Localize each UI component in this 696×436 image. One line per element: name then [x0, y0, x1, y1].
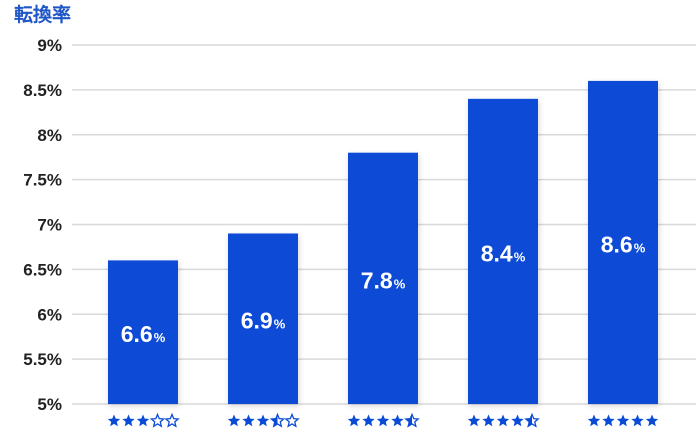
chart-title: 転換率 — [14, 3, 71, 26]
y-tick-label: 5.5% — [23, 350, 62, 369]
data-label: 6.9% — [241, 308, 286, 334]
star-empty-icon — [149, 412, 166, 428]
data-label-unit: % — [634, 240, 646, 255]
star-half-icon — [271, 414, 278, 427]
star-full-icon — [467, 414, 481, 427]
y-axis-ticks: 5% 5.5% 6% 6.5% 7% 7.5% 8% 8.5% 9% — [23, 36, 62, 414]
y-tick-label: 5% — [37, 395, 62, 414]
star-full-icon — [122, 414, 135, 427]
data-label: 6.6% — [121, 321, 166, 347]
x-category-stars — [347, 412, 420, 428]
bar — [468, 98, 538, 404]
star-full-icon — [587, 414, 601, 427]
data-label-value: 6.9 — [241, 308, 273, 334]
data-label-unit: % — [394, 276, 406, 291]
data-label-unit: % — [514, 249, 526, 264]
data-label: 8.4% — [481, 240, 526, 266]
data-label-value: 6.6 — [121, 321, 153, 347]
y-tick-label: 9% — [37, 36, 62, 55]
star-empty-icon — [284, 412, 300, 428]
star-half-icon — [405, 414, 412, 427]
star-full-icon — [242, 414, 255, 427]
star-full-icon — [511, 414, 524, 427]
x-category-stars — [587, 414, 659, 427]
data-label-unit: % — [154, 330, 166, 345]
bar — [348, 152, 418, 404]
x-category-stars — [107, 412, 180, 428]
star-half-icon — [525, 414, 532, 427]
star-full-icon — [602, 414, 615, 427]
data-label-value: 8.6 — [601, 231, 633, 257]
bar — [228, 233, 298, 404]
star-full-icon — [256, 414, 270, 427]
bars — [108, 80, 658, 405]
y-tick-label: 7.5% — [23, 171, 62, 190]
star-full-icon — [391, 414, 404, 427]
star-empty-icon — [164, 412, 180, 428]
star-full-icon — [227, 414, 241, 427]
star-full-icon — [136, 414, 150, 427]
data-label-value: 8.4 — [481, 240, 513, 266]
bar — [108, 260, 178, 404]
y-tick-label: 8.5% — [23, 81, 62, 100]
star-full-icon — [631, 414, 644, 427]
data-label: 8.6% — [601, 231, 646, 257]
y-tick-label: 6.5% — [23, 260, 62, 279]
star-full-icon — [376, 414, 390, 427]
star-full-icon — [347, 414, 361, 427]
star-full-icon — [482, 414, 495, 427]
star-full-icon — [107, 414, 121, 427]
y-tick-label: 6% — [37, 305, 62, 324]
y-tick-label: 7% — [37, 216, 62, 235]
y-tick-label: 8% — [37, 126, 62, 145]
data-labels: 6.6%6.9%7.8%8.4% 8.6% — [121, 231, 646, 347]
bar — [588, 80, 658, 405]
data-label-unit: % — [274, 317, 286, 332]
star-full-icon — [496, 414, 510, 427]
star-full-icon — [362, 414, 375, 427]
x-category-stars — [467, 412, 540, 428]
x-category-stars — [227, 412, 300, 428]
data-label-value: 7.8 — [361, 267, 393, 293]
x-axis-categories — [107, 412, 659, 428]
star-full-icon — [645, 414, 659, 427]
star-full-icon — [616, 414, 630, 427]
data-label: 7.8% — [361, 267, 406, 293]
